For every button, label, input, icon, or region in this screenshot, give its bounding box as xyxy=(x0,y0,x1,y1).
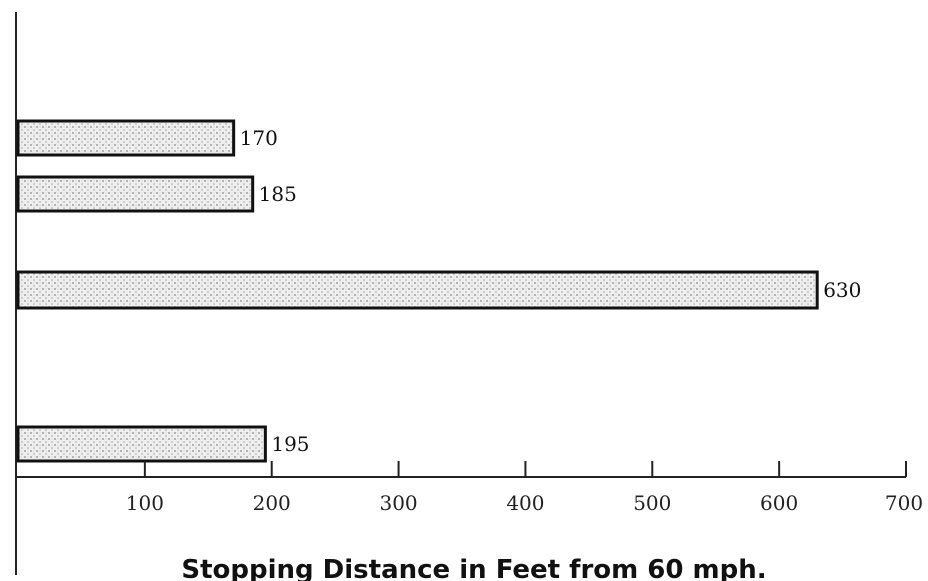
bar-value-label-2: 185 xyxy=(259,182,297,206)
x-axis-title: Stopping Distance in Feet from 60 mph. xyxy=(181,555,766,581)
x-tick-label-700: 700 xyxy=(885,491,923,515)
x-tick-label-200: 200 xyxy=(253,491,291,515)
x-tick-label-300: 300 xyxy=(379,491,417,515)
bar-4 xyxy=(16,425,267,463)
bar-value-label-4: 195 xyxy=(271,432,309,456)
x-axis-ticks: 100 200 300 400 500 600 700 xyxy=(126,461,923,515)
bar-value-label-1: 170 xyxy=(240,126,278,150)
x-tick-label-600: 600 xyxy=(760,491,798,515)
bars-layer: 170 185 630 195 xyxy=(16,119,861,463)
bar-value-label-3: 630 xyxy=(823,278,861,302)
x-tick-label-400: 400 xyxy=(506,491,544,515)
bar-3 xyxy=(16,270,819,310)
x-tick-label-100: 100 xyxy=(126,491,164,515)
x-tick-label-500: 500 xyxy=(633,491,671,515)
bar-2 xyxy=(16,175,255,213)
bar-1 xyxy=(16,119,236,157)
